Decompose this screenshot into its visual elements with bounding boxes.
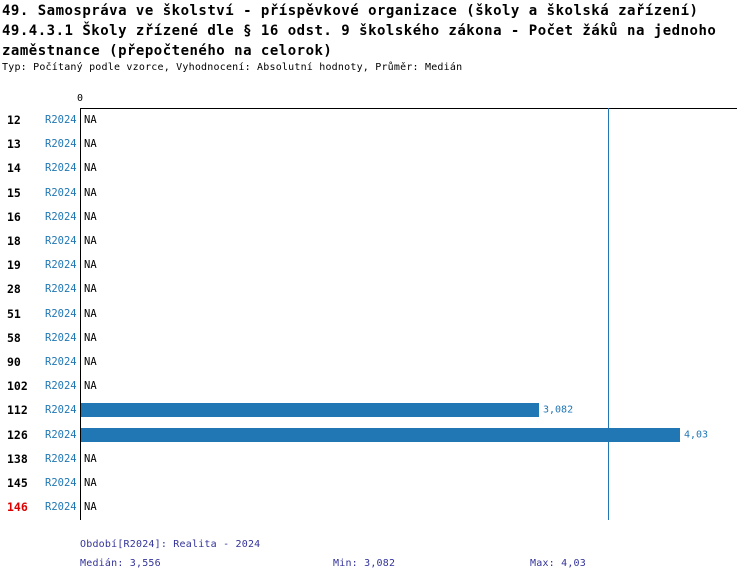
row-category-label: 18	[7, 234, 21, 248]
chart-row-15: 15 R2024 NA	[0, 181, 750, 205]
row-category-label: 51	[7, 307, 21, 321]
row-category-label: 15	[7, 186, 21, 200]
row-category-label: 112	[7, 403, 28, 417]
row-value-na: NA	[84, 211, 97, 223]
row-value-na: NA	[84, 477, 97, 489]
report-title-line3: zaměstnance (přepočteného na celorok)	[2, 43, 333, 59]
row-value-na: NA	[84, 501, 97, 513]
report-title-line2: 49.4.3.1 Školy zřízené dle § 16 odst. 9 …	[2, 23, 717, 39]
y-axis-line	[80, 108, 81, 520]
row-value-na: NA	[84, 187, 97, 199]
row-value-na: NA	[84, 162, 97, 174]
chart-row-90: 90 R2024 NA	[0, 350, 750, 374]
row-period-label: R2024	[45, 332, 77, 344]
row-value-na: NA	[84, 235, 97, 247]
chart-row-14: 14 R2024 NA	[0, 156, 750, 180]
row-value-na: NA	[84, 356, 97, 368]
chart-row-58: 58 R2024 NA	[0, 326, 750, 350]
footer-max: Max: 4,03	[530, 558, 586, 569]
row-category-label: 145	[7, 476, 28, 490]
chart-row-12: 12 R2024 NA	[0, 108, 750, 132]
x-axis-line	[80, 108, 737, 109]
row-period-label: R2024	[45, 235, 77, 247]
chart-row-138: 138 R2024 NA	[0, 447, 750, 471]
report-title-line1: 49. Samospráva ve školství - příspěvkové…	[2, 3, 699, 19]
value-bar	[81, 428, 680, 442]
row-period-label: R2024	[45, 404, 77, 416]
row-category-label: 16	[7, 210, 21, 224]
row-value-na: NA	[84, 308, 97, 320]
chart-row-16: 16 R2024 NA	[0, 205, 750, 229]
row-period-label: R2024	[45, 138, 77, 150]
row-period-label: R2024	[45, 259, 77, 271]
chart-row-112: 112 R2024 3,082	[0, 398, 750, 422]
row-category-label: 19	[7, 258, 21, 272]
row-period-label: R2024	[45, 308, 77, 320]
row-category-label: 12	[7, 113, 21, 127]
chart-row-102: 102 R2024 NA	[0, 374, 750, 398]
chart-row-51: 51 R2024 NA	[0, 302, 750, 326]
row-category-label: 14	[7, 161, 21, 175]
chart-row-126: 126 R2024 4,03	[0, 423, 750, 447]
chart-row-145: 145 R2024 NA	[0, 471, 750, 495]
row-period-label: R2024	[45, 501, 77, 513]
row-category-label: 13	[7, 137, 21, 151]
footer-period: Období[R2024]: Realita - 2024	[80, 539, 261, 550]
row-value-na: NA	[84, 332, 97, 344]
row-period-label: R2024	[45, 429, 77, 441]
row-value-na: NA	[84, 283, 97, 295]
value-bar	[81, 403, 539, 417]
row-period-label: R2024	[45, 356, 77, 368]
median-line	[608, 108, 609, 520]
row-value-na: NA	[84, 380, 97, 392]
row-period-label: R2024	[45, 114, 77, 126]
row-period-label: R2024	[45, 380, 77, 392]
chart-row-13: 13 R2024 NA	[0, 132, 750, 156]
row-period-label: R2024	[45, 211, 77, 223]
row-value-na: NA	[84, 114, 97, 126]
row-category-label: 138	[7, 452, 28, 466]
chart-row-28: 28 R2024 NA	[0, 277, 750, 301]
row-period-label: R2024	[45, 283, 77, 295]
chart-row-19: 19 R2024 NA	[0, 253, 750, 277]
report-subtitle: Typ: Počítaný podle vzorce, Vyhodnocení:…	[2, 62, 463, 73]
row-category-label: 90	[7, 355, 21, 369]
row-category-label: 28	[7, 282, 21, 296]
chart-rows: 12 R2024 NA 13 R2024 NA 14 R2024 NA 15 R2024 NA 16 R2…	[0, 108, 750, 520]
row-period-label: R2024	[45, 162, 77, 174]
row-value-na: NA	[84, 453, 97, 465]
row-category-label: 58	[7, 331, 21, 345]
row-value-na: NA	[84, 138, 97, 150]
row-category-label: 126	[7, 428, 28, 442]
bar-value-label: 4,03	[684, 429, 709, 441]
row-category-label: 146	[7, 500, 28, 514]
row-period-label: R2024	[45, 187, 77, 199]
bar-value-label: 3,082	[543, 404, 574, 416]
row-category-label: 102	[7, 379, 28, 393]
row-period-label: R2024	[45, 477, 77, 489]
chart-row-146: 146 R2024 NA	[0, 495, 750, 519]
x-axis-tick-zero: 0	[76, 93, 84, 104]
row-period-label: R2024	[45, 453, 77, 465]
footer-median: Medián: 3,556	[80, 558, 161, 569]
chart-row-18: 18 R2024 NA	[0, 229, 750, 253]
footer-min: Min: 3,082	[333, 558, 396, 569]
row-value-na: NA	[84, 259, 97, 271]
